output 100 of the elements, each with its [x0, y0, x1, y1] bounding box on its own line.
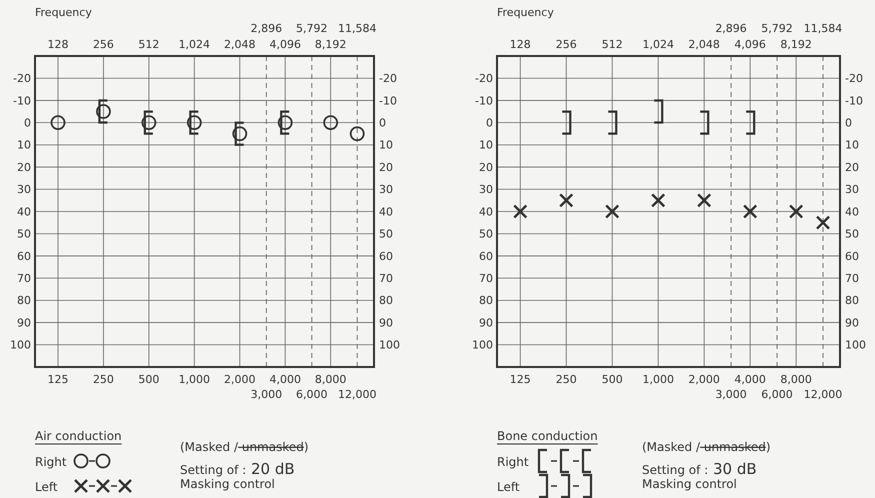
text: Right [35, 455, 67, 469]
y-tick-label: 70 [479, 272, 493, 285]
text: 4,096 [734, 38, 766, 51]
x-tick-label: 4,000 [734, 373, 766, 386]
y-tick-label: 80 [17, 294, 31, 308]
y2-tick-label: 70 [379, 272, 393, 285]
y2-tick-label: 20 [379, 160, 393, 174]
x-tick-label: 2,000 [224, 373, 256, 386]
x-tick-label: 8,000 [314, 373, 346, 386]
text: Frequency [35, 6, 92, 19]
text: 1,024 [642, 38, 674, 51]
y2-tick-label: 40 [845, 205, 859, 218]
x-tick-label: 4,000 [269, 373, 301, 386]
text: Masking control [180, 477, 275, 491]
text: 11,584 [804, 22, 842, 35]
y2-tick-label: 20 [845, 160, 859, 174]
y-tick-label: 20 [17, 160, 31, 174]
x-tick-label: 250 [92, 373, 114, 386]
text: 2,896 [715, 22, 747, 35]
y-tick-label: 30 [17, 183, 31, 196]
text: 4,096 [269, 38, 301, 51]
ref-line-label: 6,000 [761, 388, 793, 401]
x-tick-label: 125 [510, 373, 531, 386]
y-tick-label: 70 [17, 272, 31, 285]
y-tick-label: 30 [479, 183, 493, 196]
y2-tick-label: 90 [845, 316, 859, 330]
text: Right [497, 455, 529, 469]
y-tick-label: 50 [479, 228, 493, 241]
ref-line-label: 3,000 [715, 388, 747, 401]
y2-tick-label: 70 [845, 272, 859, 285]
text: 8,192 [780, 38, 812, 51]
y2-tick-label: 30 [379, 183, 393, 196]
y-tick-label: 100 [10, 338, 31, 352]
text: 2,896 [250, 22, 282, 35]
y2-tick-label: -20 [379, 72, 397, 86]
y-tick-label: 90 [479, 316, 493, 330]
y2-tick-label: -20 [845, 72, 863, 86]
text: Bone conduction [497, 429, 598, 443]
y2-tick-label: 60 [845, 250, 859, 263]
text: Masking control [642, 477, 737, 491]
text: (Masked / unmasked) [180, 440, 309, 454]
y2-tick-label: 0 [845, 116, 852, 130]
text: 512 [138, 38, 160, 51]
y-tick-label: 100 [472, 338, 493, 352]
x-tick-label: 8,000 [780, 373, 812, 386]
y2-tick-label: -10 [379, 94, 397, 108]
y2-tick-label: 10 [379, 138, 393, 152]
text: Setting of : 30 dB [642, 460, 757, 478]
x-tick-label: 1,000 [178, 373, 210, 386]
ref-line-label: 6,000 [296, 388, 328, 401]
x-tick-label: 2,000 [688, 373, 720, 386]
text: 256 [556, 38, 577, 51]
y-tick-label: 80 [479, 294, 493, 308]
y2-tick-label: 100 [379, 338, 400, 352]
y2-tick-label: 30 [845, 183, 859, 196]
ref-line-label: 12,000 [338, 388, 376, 401]
y2-tick-label: 50 [379, 228, 393, 241]
x-tick-label: 500 [138, 373, 160, 386]
y-tick-label: 20 [479, 160, 493, 174]
y-tick-label: 90 [17, 316, 31, 330]
x-tick-label: 125 [48, 373, 69, 386]
text: Air conduction [35, 429, 122, 443]
y-tick-label: -20 [475, 72, 493, 86]
y-tick-label: 10 [479, 138, 493, 152]
y2-tick-label: -10 [845, 94, 863, 108]
y2-tick-label: 50 [845, 228, 859, 241]
y2-tick-label: 60 [379, 250, 393, 263]
y-tick-label: 50 [17, 228, 31, 241]
y2-tick-label: 0 [379, 116, 386, 130]
text: 5,792 [296, 22, 328, 35]
x-tick-label: 250 [556, 373, 577, 386]
text: 2,048 [224, 38, 256, 51]
ref-line-label: 12,000 [804, 388, 842, 401]
y2-tick-label: 40 [379, 205, 393, 218]
text: Setting of : 20 dB [180, 460, 295, 478]
y-tick-label: 60 [479, 250, 493, 263]
text: 128 [48, 38, 69, 51]
text: Frequency [497, 6, 554, 19]
y2-tick-label: 80 [845, 294, 859, 308]
y-tick-label: 40 [479, 205, 493, 218]
text: Left [497, 480, 520, 494]
text: 512 [602, 38, 623, 51]
y2-tick-label: 90 [379, 316, 393, 330]
y-tick-label: -20 [13, 72, 31, 86]
text: 2,048 [688, 38, 720, 51]
text: 1,024 [178, 38, 210, 51]
y-tick-label: -10 [13, 94, 31, 108]
y2-tick-label: 100 [845, 338, 866, 352]
y-tick-label: 40 [17, 205, 31, 218]
y2-tick-label: 80 [379, 294, 393, 308]
x-tick-label: 500 [602, 373, 623, 386]
y2-tick-label: 10 [845, 138, 859, 152]
text: Left [35, 480, 58, 494]
y-tick-label: 0 [486, 116, 493, 130]
x-tick-label: 1,000 [642, 373, 674, 386]
y-tick-label: 10 [17, 138, 31, 152]
text: 5,792 [761, 22, 793, 35]
ref-line-label: 3,000 [250, 388, 282, 401]
y-tick-label: 0 [24, 116, 31, 130]
text: 8,192 [314, 38, 346, 51]
